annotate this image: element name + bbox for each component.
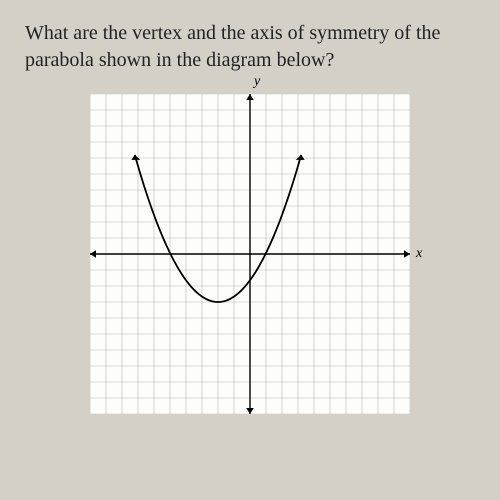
y-axis-label: y (254, 74, 260, 90)
question-line-2: parabola shown in the diagram below? (25, 49, 334, 71)
question-line-1: What are the vertex and the axis of symm… (25, 22, 440, 44)
parabola-chart: yx (90, 94, 410, 414)
x-axis-label: x (416, 246, 422, 262)
chart-svg (90, 94, 410, 414)
question-text: What are the vertex and the axis of symm… (25, 20, 475, 74)
chart-container: yx (25, 94, 475, 414)
